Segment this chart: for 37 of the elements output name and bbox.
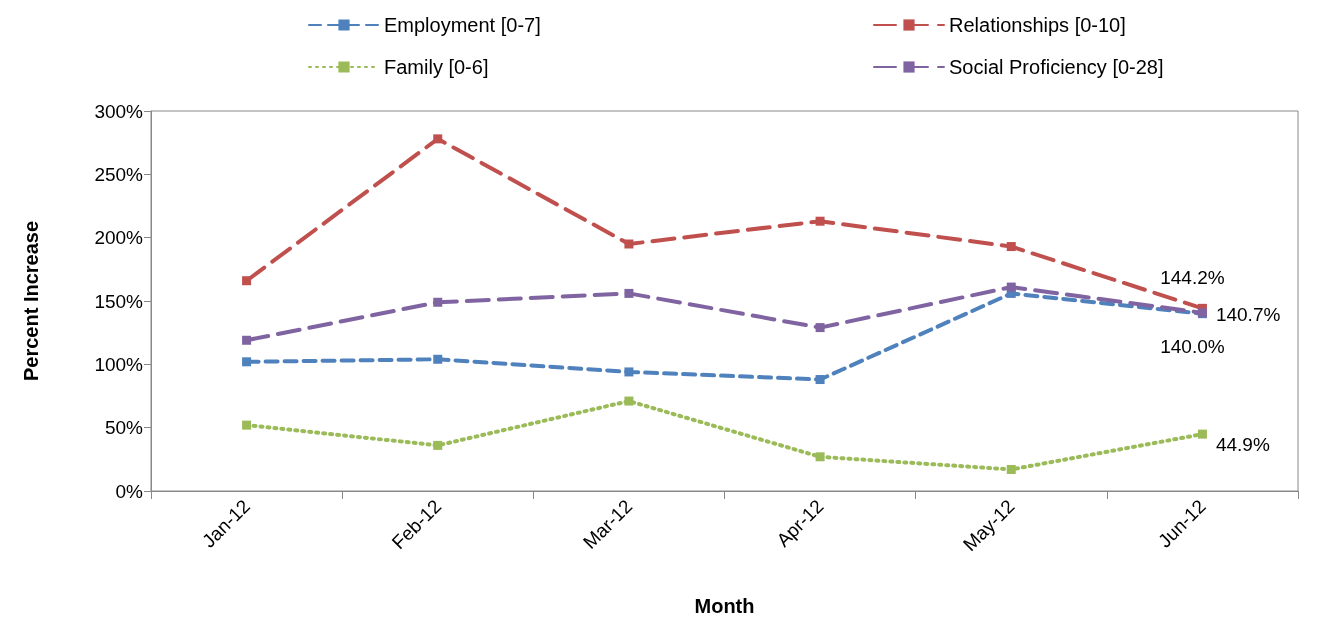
y-tick-label: 250% <box>94 163 144 185</box>
data-label: 140.0% <box>1160 336 1225 358</box>
y-tick-label: 200% <box>94 227 144 249</box>
point <box>1006 464 1016 474</box>
point <box>433 354 443 364</box>
y-tick-label: 0% <box>115 480 144 502</box>
point <box>815 375 825 385</box>
point <box>624 288 634 298</box>
data-label: 144.2% <box>1160 266 1225 288</box>
y-tick-label: 50% <box>104 417 144 439</box>
legend-label: Employment [0-7] <box>384 14 541 36</box>
y-tick-label: 300% <box>94 100 144 122</box>
x-axis-title: Month <box>694 595 755 617</box>
point <box>242 420 252 430</box>
data-label: 140.7% <box>1215 304 1281 326</box>
legend-label: Family [0-6] <box>384 56 489 78</box>
point <box>624 396 634 406</box>
y-axis-title: Percent Increase <box>20 220 42 382</box>
point <box>1006 242 1016 252</box>
point <box>433 440 443 450</box>
legend-label: Relationships [0-10] <box>949 14 1126 36</box>
data-label: 44.9% <box>1215 433 1270 455</box>
y-tick-label: 100% <box>94 353 144 375</box>
legend-label: Social Proficiency [0-28] <box>949 56 1164 78</box>
point <box>624 367 634 377</box>
point <box>433 297 443 307</box>
point <box>242 357 252 367</box>
point <box>1197 429 1207 439</box>
point <box>242 335 252 345</box>
point <box>815 452 825 462</box>
y-tick-label: 150% <box>94 290 144 312</box>
point <box>242 276 252 286</box>
point <box>815 216 825 226</box>
point <box>433 134 443 144</box>
point <box>815 323 825 333</box>
point <box>1006 282 1016 292</box>
point <box>624 239 634 249</box>
